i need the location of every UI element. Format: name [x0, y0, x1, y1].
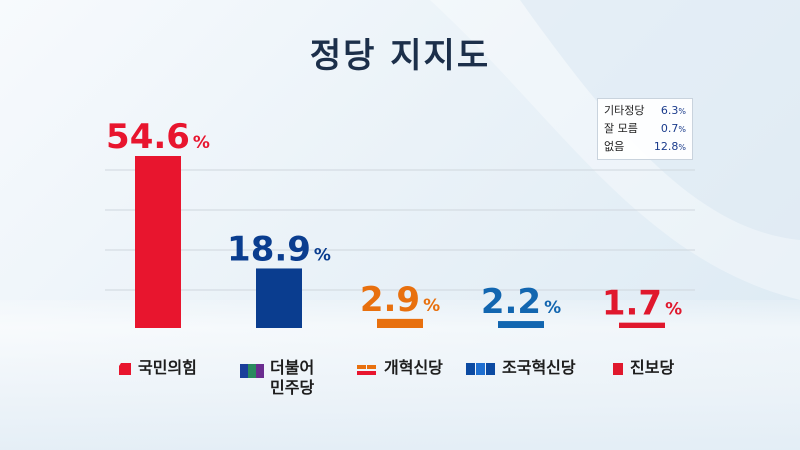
others-value: 12.8	[653, 140, 679, 153]
rebuilding-logo-icon	[466, 363, 495, 375]
party-label-ppp: 국민의힘	[118, 358, 197, 378]
party-name: 진보당	[630, 358, 675, 377]
progressive-logo-icon	[613, 363, 623, 375]
bar	[619, 322, 665, 328]
others-box: 기타정당 6.3% 잘 모름 0.7% 없음 12.8%	[597, 98, 693, 160]
data-label: 1.7%	[602, 284, 682, 324]
others-unit: %	[678, 107, 686, 116]
bar	[377, 318, 423, 328]
ppp-logo-icon	[119, 363, 131, 375]
others-row: 없음 12.8%	[604, 138, 686, 156]
bar	[256, 268, 302, 328]
others-row: 잘 모름 0.7%	[604, 120, 686, 138]
others-label: 기타정당	[604, 104, 645, 117]
others-unit: %	[678, 143, 686, 152]
others-value: 0.7	[660, 122, 679, 135]
data-label: 54.6%	[106, 117, 210, 157]
reform-logo-icon	[357, 365, 376, 375]
data-label: 18.9%	[227, 229, 331, 269]
democratic-logo-icon	[240, 364, 264, 378]
party-label-rebuilding: 조국혁신당	[466, 358, 576, 378]
party-label-reform: 개혁신당	[356, 358, 443, 378]
others-label: 잘 모름	[604, 122, 638, 135]
bar	[135, 156, 181, 328]
party-name: 더불어 민주당	[270, 358, 315, 397]
data-label: 2.9%	[360, 280, 440, 320]
party-name: 개혁신당	[384, 358, 443, 377]
chart-title: 정당 지지도	[309, 36, 491, 76]
others-value: 6.3	[660, 104, 679, 117]
bar	[498, 321, 544, 328]
data-label: 2.2%	[481, 282, 561, 322]
others-label: 없음	[604, 140, 625, 153]
party-name: 조국혁신당	[502, 358, 576, 377]
party-label-democratic: 더불어 민주당	[240, 358, 314, 398]
others-row: 기타정당 6.3%	[604, 102, 686, 120]
party-label-progressive: 진보당	[612, 358, 674, 378]
others-unit: %	[678, 125, 686, 134]
party-name: 국민의힘	[138, 358, 197, 377]
